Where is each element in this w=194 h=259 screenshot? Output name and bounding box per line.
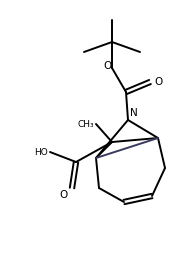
Text: O: O <box>154 77 162 87</box>
Text: CH₃: CH₃ <box>77 119 94 128</box>
Text: HO: HO <box>34 147 48 156</box>
Text: O: O <box>104 61 112 71</box>
Text: N: N <box>130 108 138 118</box>
Text: O: O <box>60 190 68 200</box>
